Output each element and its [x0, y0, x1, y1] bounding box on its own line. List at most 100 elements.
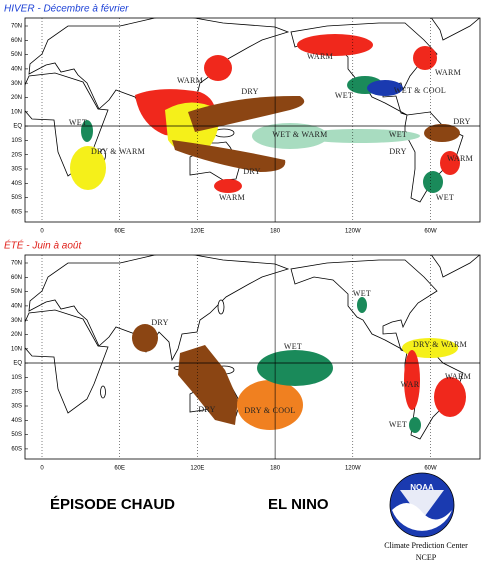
warm-region [297, 34, 373, 56]
region-label: WET [353, 289, 371, 298]
wet-region [257, 350, 333, 386]
lon-label: 120E [190, 466, 204, 472]
event-name: EL NINO [268, 496, 329, 513]
lat-label: 50N [11, 289, 22, 295]
wet-region [409, 417, 421, 433]
center: Climate Prediction Center [384, 541, 468, 550]
lat-label: 50S [11, 195, 22, 201]
lon-label: 120W [345, 466, 361, 472]
lat-label: 30S [11, 404, 22, 410]
dry-region [402, 338, 458, 358]
summer-panel: ÉTÉ - Juin à août 0 60E 120E 180 120W 60W 70N 60… [4, 239, 481, 472]
region-label: DRY & WARM [91, 147, 145, 156]
lat-label: 10S [11, 138, 22, 144]
lon-label: 120W [345, 229, 361, 235]
region-label: WARM [447, 154, 473, 163]
region-label: DRY [389, 147, 406, 156]
lat-label: 40S [11, 181, 22, 187]
agency: NCEP [416, 553, 437, 562]
region-label: WAR [401, 380, 420, 389]
lat-label: 30N [11, 81, 22, 87]
dry-region [178, 345, 238, 425]
region-label: WARM [445, 372, 471, 381]
region-label: DRY [453, 117, 470, 126]
map-frame [24, 17, 481, 223]
wet-region [357, 297, 367, 313]
lat-label: 10S [11, 375, 22, 381]
region-label: WET [284, 342, 302, 351]
wet-region [423, 171, 443, 193]
lon-label: 60W [424, 466, 437, 472]
lon-label: 0 [40, 229, 44, 235]
warm-region [434, 377, 466, 417]
lat-label: 30S [11, 167, 22, 173]
lat-label: 20S [11, 152, 22, 158]
region-label: WET [389, 420, 407, 429]
lat-label: 40S [11, 418, 22, 424]
cool-region [367, 80, 403, 96]
episode: ÉPISODE CHAUD [50, 496, 175, 513]
warm-region [214, 179, 242, 193]
lon-label: 60E [114, 466, 125, 472]
map-frame [24, 254, 481, 460]
lon-label: 180 [270, 466, 281, 472]
region-label: WARM [219, 193, 245, 202]
lat-label: 50S [11, 432, 22, 438]
region-label: WET [69, 118, 87, 127]
lat-label: 70N [11, 261, 22, 267]
panel-title: ÉTÉ - Juin à août [4, 239, 82, 252]
lat-label: 10N [11, 109, 22, 115]
lat-label: 40N [11, 66, 22, 72]
lat-label: 30N [11, 318, 22, 324]
lat-label: 10N [11, 346, 22, 352]
lon-label: 180 [270, 229, 281, 235]
region-label: DRY [198, 405, 215, 414]
region-label: DRY [243, 167, 260, 176]
warm-region [440, 151, 460, 175]
lat-label: 70N [11, 24, 22, 30]
winter-panel: HIVER - Décembre à février 0 60E 120E 180 120… [4, 4, 481, 235]
region-label: WET [389, 130, 407, 139]
lat-label: EQ [13, 124, 22, 130]
panel-title: HIVER - Décembre à février [4, 4, 129, 15]
region-label: DRY & WARM [413, 340, 467, 349]
dry-region [132, 324, 158, 352]
lon-label: 120E [190, 229, 204, 235]
lat-label: EQ [13, 361, 22, 367]
lat-label: 20N [11, 95, 22, 101]
wet-region [300, 129, 420, 143]
region-label: DRY [151, 318, 168, 327]
region-label: DRY [241, 87, 258, 96]
warm-region [404, 350, 420, 410]
region-label: WET [335, 91, 353, 100]
region-label: WET & WARM [272, 130, 327, 139]
region-label: WARM [177, 76, 203, 85]
lat-label: 20S [11, 389, 22, 395]
dry-region [172, 140, 286, 172]
lon-label: 60E [114, 229, 125, 235]
lat-label: 60N [11, 38, 22, 44]
region-label: WARM [307, 52, 333, 61]
lat-label: 50N [11, 52, 22, 58]
lat-label: 20N [11, 332, 22, 338]
lat-label: 60S [11, 209, 22, 215]
lon-label: 0 [40, 466, 44, 472]
lat-label: 40N [11, 303, 22, 309]
lat-label: 60N [11, 275, 22, 281]
region-label: DRY & COOL [244, 406, 295, 415]
warm-region [413, 46, 437, 70]
region-label: WET [436, 193, 454, 202]
wet-region [81, 120, 93, 142]
lon-label: 60W [424, 229, 437, 235]
cool-region [237, 380, 303, 430]
dry-region [424, 124, 460, 142]
wet-region [252, 123, 328, 149]
logo-text: NOAA [410, 483, 434, 492]
region-label: WET & COOL [394, 86, 446, 95]
dry-region [70, 146, 106, 190]
lat-label: 60S [11, 446, 22, 452]
noaa-logo: NOAA [389, 472, 455, 538]
warm-region [204, 55, 232, 81]
region-label: WARM [435, 68, 461, 77]
